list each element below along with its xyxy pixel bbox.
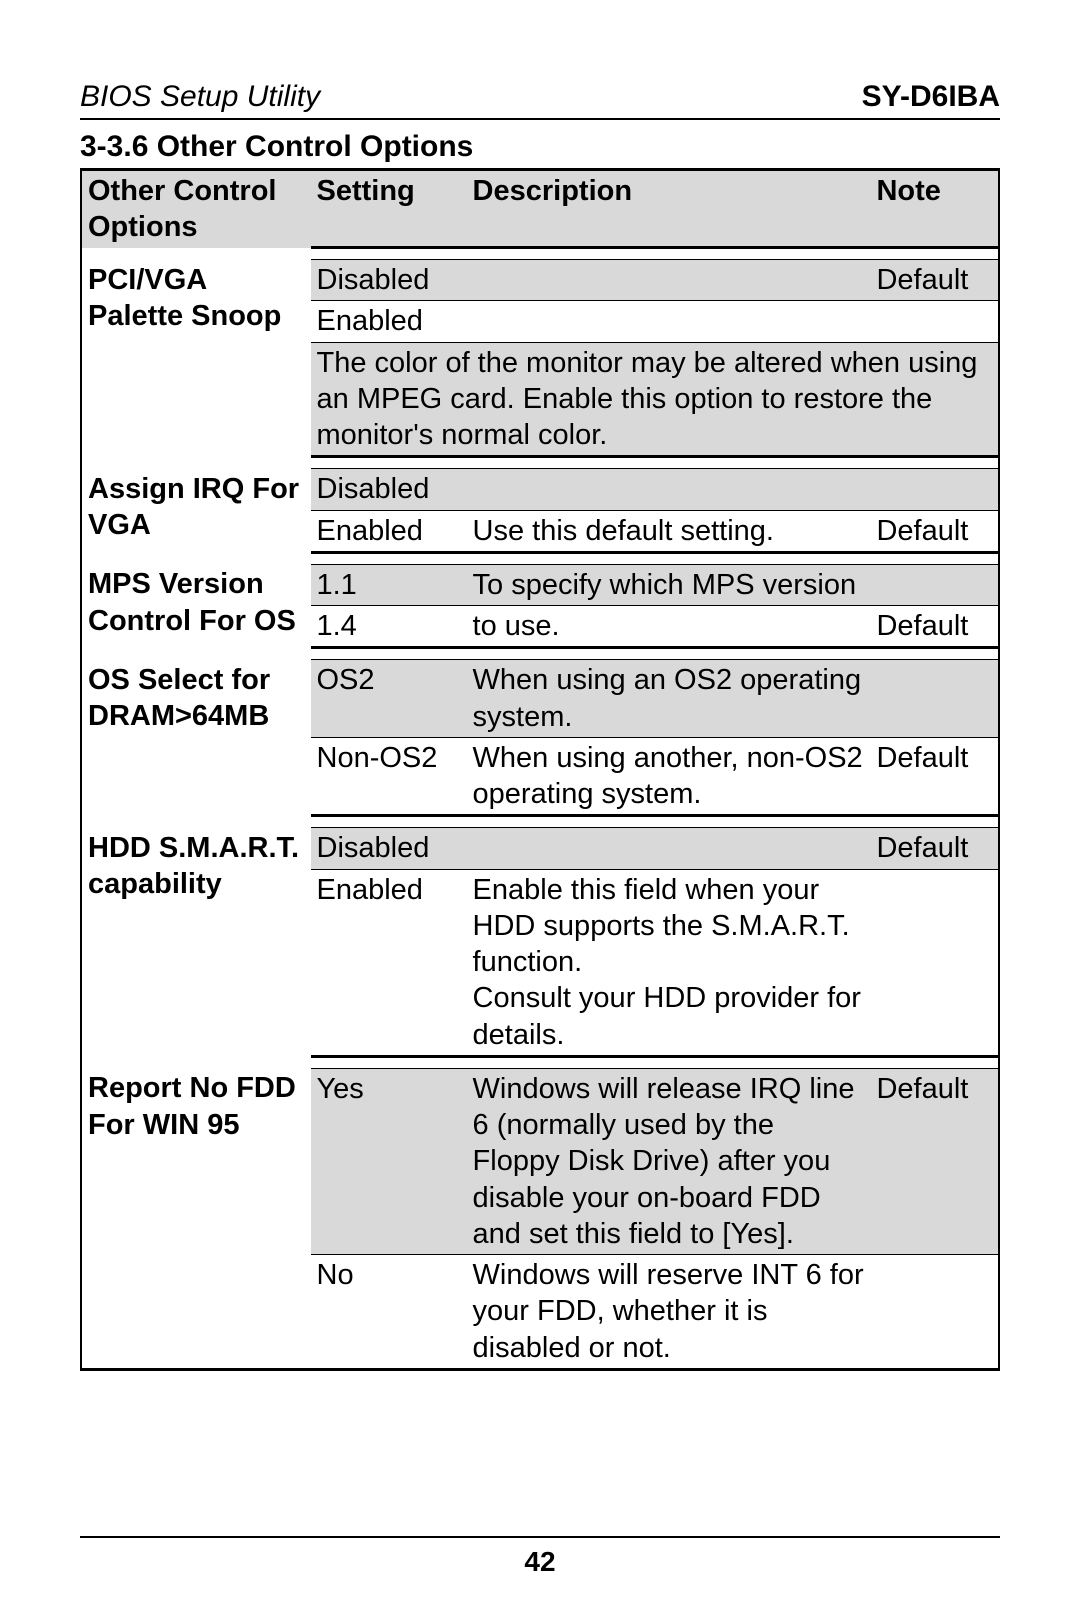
option-label: OS Select for DRAM>64MB <box>81 660 311 816</box>
note-cell <box>870 869 999 1056</box>
table-spacer <box>81 1056 999 1068</box>
note-cell: Default <box>870 260 999 301</box>
header-left: BIOS Setup Utility <box>80 80 320 114</box>
note-cell: Default <box>870 606 999 648</box>
description-cell: When using another, non-OS2 operating sy… <box>467 737 871 816</box>
options-table: Other Control Options Setting Descriptio… <box>80 168 1000 1371</box>
note-cell <box>870 564 999 605</box>
description-span-cell: The color of the monitor may be altered … <box>311 342 1000 457</box>
table-spacer <box>81 248 999 260</box>
page-number: 42 <box>80 1536 1000 1578</box>
description-cell <box>467 828 871 869</box>
setting-cell: Non-OS2 <box>311 737 467 816</box>
table-row: Assign IRQ For VGA Disabled <box>81 469 999 510</box>
setting-cell: Enabled <box>311 301 467 342</box>
table-spacer <box>81 648 999 660</box>
note-cell <box>870 301 999 342</box>
note-cell: Default <box>870 1068 999 1254</box>
table-row: OS Select for DRAM>64MB OS2 When using a… <box>81 660 999 738</box>
setting-cell: 1.4 <box>311 606 467 648</box>
table-row: HDD S.M.A.R.T. capability Disabled Defau… <box>81 828 999 869</box>
setting-cell: Enabled <box>311 869 467 1056</box>
option-label: Assign IRQ For VGA <box>81 469 311 553</box>
note-cell: Default <box>870 737 999 816</box>
table-row: Report No FDD For WIN 95 Yes Windows wil… <box>81 1068 999 1254</box>
table-row: MPS Version Control For OS 1.1 To specif… <box>81 564 999 605</box>
option-label: MPS Version Control For OS <box>81 564 311 648</box>
table-spacer <box>81 457 999 469</box>
setting-cell: Disabled <box>311 260 467 301</box>
setting-cell: 1.1 <box>311 564 467 605</box>
note-cell: Default <box>870 510 999 552</box>
description-cell: to use. <box>467 606 871 648</box>
setting-cell: Yes <box>311 1068 467 1254</box>
table-row: PCI/VGA Palette Snoop Disabled Default <box>81 260 999 301</box>
col-header-description: Description <box>467 170 871 248</box>
table-spacer <box>81 816 999 828</box>
table-header-row: Other Control Options Setting Descriptio… <box>81 170 999 248</box>
setting-cell: Disabled <box>311 469 467 510</box>
description-cell: Windows will release IRQ line 6 (normall… <box>467 1068 871 1254</box>
setting-cell: No <box>311 1255 467 1370</box>
page-header: BIOS Setup Utility SY-D6IBA <box>80 80 1000 120</box>
section-title: 3-3.6 Other Control Options <box>80 130 1000 164</box>
note-cell <box>870 469 999 510</box>
note-cell: Default <box>870 828 999 869</box>
option-label: PCI/VGA Palette Snoop <box>81 260 311 457</box>
description-cell <box>467 260 871 301</box>
note-cell <box>870 1255 999 1370</box>
option-label: HDD S.M.A.R.T. capability <box>81 828 311 1057</box>
col-header-setting: Setting <box>311 170 467 248</box>
description-cell <box>467 469 871 510</box>
col-header-note: Note <box>870 170 999 248</box>
setting-cell: Disabled <box>311 828 467 869</box>
header-right: SY-D6IBA <box>862 80 1000 114</box>
option-label: Report No FDD For WIN 95 <box>81 1068 311 1369</box>
description-cell: Enable this field when your HDD supports… <box>467 869 871 1056</box>
description-cell: When using an OS2 operating system. <box>467 660 871 738</box>
note-cell <box>870 660 999 738</box>
description-cell: Windows will reserve INT 6 for your FDD,… <box>467 1255 871 1370</box>
table-spacer <box>81 552 999 564</box>
setting-cell: Enabled <box>311 510 467 552</box>
col-header-option: Other Control Options <box>81 170 311 248</box>
description-cell: Use this default setting. <box>467 510 871 552</box>
setting-cell: OS2 <box>311 660 467 738</box>
description-cell: To specify which MPS version <box>467 564 871 605</box>
description-cell <box>467 301 871 342</box>
